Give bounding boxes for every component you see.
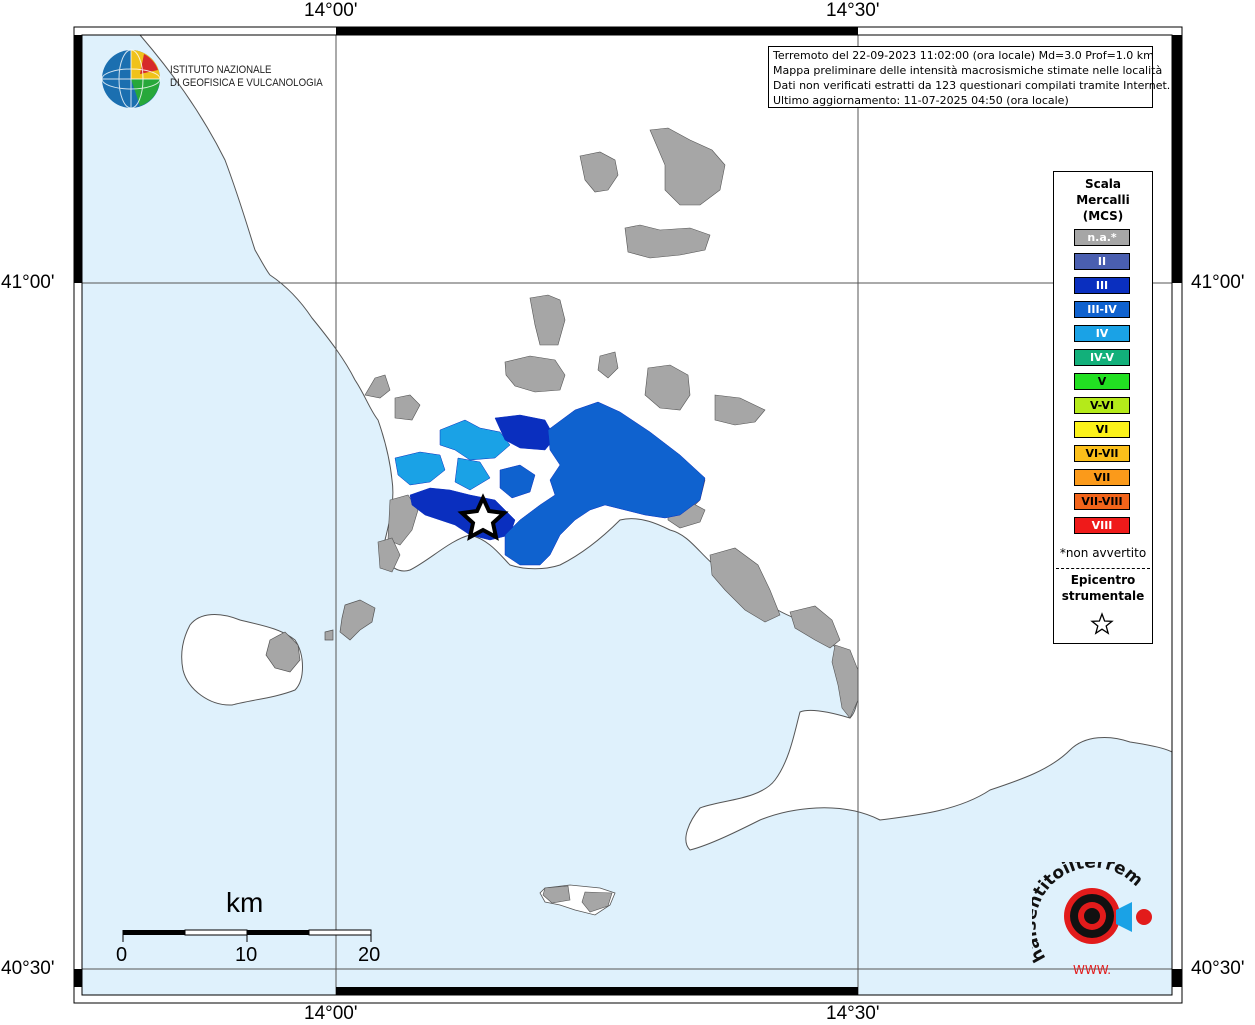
legend-item: V-VI	[1074, 397, 1130, 414]
legend-item: IV-V	[1074, 349, 1130, 366]
lon-label-bottom-14-30: 14°30'	[826, 1003, 880, 1024]
haisentito-url: WWW.	[1073, 963, 1111, 977]
legend-separator	[1056, 568, 1150, 569]
event-info-line: Dati non verificati estratti da 123 ques…	[773, 79, 1171, 92]
intensity-iv-areas	[394, 419, 511, 491]
legend-item: n.a.*	[1074, 229, 1130, 246]
sea	[81, 34, 1173, 996]
lat-label-left-41-00: 41°00'	[1, 272, 55, 293]
legend-title-line: Scala	[1084, 177, 1122, 191]
haisentito-logo: haisentitoilterremoto.it WWW.	[1032, 862, 1152, 977]
legend-item: VII	[1074, 469, 1130, 486]
mcs-legend: Scala Mercalli (MCS) n.a.* II III III-IV IV I…	[1053, 171, 1153, 644]
event-info-line: Ultimo aggiornamento: 11-07-2025 04:50 (…	[773, 94, 1069, 107]
event-info-line: Mappa preliminare delle intensità macros…	[773, 64, 1163, 77]
legend-epicenter-line: strumentale	[1061, 589, 1145, 603]
scale-tick-0: 0	[116, 944, 128, 966]
legend-epicenter-label: Epicentro strumentale	[1054, 572, 1152, 604]
graticule	[82, 35, 1172, 995]
legend-item: III	[1074, 277, 1130, 294]
legend-item: IV	[1074, 325, 1130, 342]
legend-item: VII-VIII	[1074, 493, 1130, 510]
lon-label-top-14-30: 14°30'	[826, 0, 880, 21]
legend-item: V	[1074, 373, 1130, 390]
legend-item: II	[1074, 253, 1130, 270]
legend-title-line: (MCS)	[1082, 209, 1124, 223]
ingv-globe-logo	[101, 49, 161, 109]
ingv-name: ISTITUTO NAZIONALE DI GEOFISICA E VULCAN…	[170, 64, 323, 90]
scale-title: km	[226, 887, 264, 918]
ingv-name-line1: ISTITUTO NAZIONALE	[170, 64, 272, 76]
ischia-island	[181, 614, 303, 706]
legend-note: *non avvertito	[1059, 546, 1147, 560]
lat-label-right-41-00: 41°00'	[1191, 272, 1245, 293]
legend-item: VI	[1074, 421, 1130, 438]
legend-item: VIII	[1074, 517, 1130, 534]
epicenter-star	[457, 493, 509, 541]
star-icon	[1090, 612, 1114, 635]
scale-bar	[122, 929, 372, 942]
intensity-iii-iv-area	[504, 401, 706, 566]
legend-title-line: Mercalli	[1076, 193, 1130, 207]
event-info-line: Terremoto del 22-09-2023 11:02:00 (ora l…	[773, 49, 1154, 62]
scale-tick-10: 10	[235, 944, 258, 966]
lon-label-top-14-00: 14°00'	[304, 0, 358, 21]
lat-label-right-40-30: 40°30'	[1191, 958, 1245, 979]
legend-item: VI-VII	[1074, 445, 1130, 462]
procida-island	[324, 599, 376, 641]
legend-title: Scala Mercalli (MCS)	[1054, 176, 1152, 224]
lon-label-bottom-14-00: 14°00'	[304, 1003, 358, 1024]
event-info-box: Terremoto del 22-09-2023 11:02:00 (ora l…	[768, 46, 1171, 108]
ingv-name-line2: DI GEOFISICA E VULCANOLOGIA	[170, 77, 323, 89]
map-frame	[73, 26, 1183, 1004]
ischia-town-area	[265, 631, 301, 673]
scale-tick-20: 20	[358, 944, 381, 966]
capri-towns	[542, 885, 613, 913]
legend-item: III-IV	[1074, 301, 1130, 318]
intensity-iii-iv-area-2	[499, 464, 536, 499]
legend-epicenter-line: Epicentro	[1070, 573, 1136, 587]
lat-label-left-40-30: 40°30'	[1, 958, 55, 979]
